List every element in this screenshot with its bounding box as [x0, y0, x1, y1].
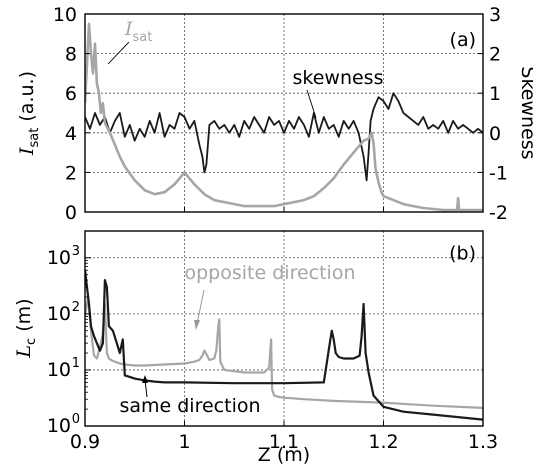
x-axis-label: Z (m): [258, 444, 310, 466]
opposite-direction-arrowhead: [194, 320, 200, 330]
panel-b-y-tick-label: 10: [47, 359, 71, 381]
panel-a-label: (a): [450, 29, 476, 51]
panel-a-y-axis-label-unit: (a.u.): [16, 71, 38, 128]
panel-b-y-axis-label-unit: (m): [13, 298, 35, 337]
isat-annotation-text: Isat: [124, 18, 152, 45]
opposite-direction-arrow-shaft: [196, 289, 205, 325]
panel-a-y-axis-label: Isat (a.u.): [16, 71, 42, 156]
panel-a-right-tick-label: -2: [489, 202, 508, 224]
panel-b-y-tick-label: 10: [47, 415, 71, 437]
panel-a-gridlines: [85, 14, 483, 212]
panel-a-right-axis-label: Skewness: [517, 66, 533, 159]
panel-b-y-axis-label-sub: c: [24, 338, 39, 345]
panel-a-ticks: 0 2 4 6 8 10 -2 -1 0 1 2 3: [53, 4, 508, 224]
panel-b-y-axis-label-main: L: [13, 345, 35, 359]
series-line-skewness: [85, 92, 483, 182]
panel-a-right-tick-label: 3: [489, 4, 501, 26]
panel-a-y-tick-label: 10: [53, 4, 77, 26]
panel-b-series: [85, 270, 483, 421]
panel-b-y-tick-exponent: 0: [72, 412, 80, 427]
panel-b-label: (b): [449, 243, 476, 265]
panel-a-right-tick-label: 2: [489, 44, 501, 66]
x-tick-label: 1.3: [468, 431, 498, 453]
x-tick-label: 1.1: [269, 431, 299, 453]
skewness-annotation-text: skewness: [293, 67, 384, 89]
series-line-same-direction: [85, 270, 483, 421]
skewness-annotation-pointer: [306, 89, 317, 119]
panel-b-y-tick-label: 10: [47, 303, 71, 325]
panel-a-y-tick-label: 2: [65, 162, 77, 184]
panel-a-y-tick-label: 0: [65, 202, 77, 224]
same-direction-annotation: same direction: [119, 375, 261, 417]
panel-a-series: [85, 22, 483, 212]
panel-b-gridlines: [85, 231, 483, 426]
x-tick-label: 0.9: [70, 431, 100, 453]
panel-a-right-tick-label: 1: [489, 83, 501, 105]
isat-annotation: Isat: [107, 18, 152, 65]
panel-a-y-tick-label: 6: [65, 83, 77, 105]
isat-annotation-sub: sat: [133, 30, 153, 45]
isat-annotation-main: I: [124, 18, 133, 40]
panel-a-y-axis-label-sub: sat: [27, 128, 42, 148]
panel-a-y-axis-label-main: I: [16, 147, 38, 156]
panel-b-y-tick-exponent: 2: [72, 300, 80, 315]
x-tick-label: 1: [178, 431, 190, 453]
series-line-opposite-direction: [85, 295, 483, 409]
opposite-direction-annotation-text: opposite direction: [185, 262, 356, 284]
panel-a-y-tick-label: 4: [65, 123, 77, 145]
panel-b-y-tick-exponent: 1: [72, 356, 80, 371]
panel-a: 0 2 4 6 8 10 -2 -1 0 1 2 3 (a) Isat (a.u.) Skewness…: [16, 4, 533, 224]
same-direction-annotation-text: same direction: [119, 395, 260, 417]
opposite-direction-annotation: opposite direction: [185, 262, 356, 330]
panel-a-right-tick-label: -1: [489, 162, 508, 184]
panel-b-y-tick-label: 10: [47, 247, 71, 269]
same-direction-arrowhead: [142, 375, 148, 383]
panel-a-right-tick-label: 0: [489, 123, 501, 145]
x-tick-label: 1.2: [368, 431, 398, 453]
panel-b-y-axis-label: Lc (m): [13, 298, 39, 358]
panel-a-y-tick-label: 8: [65, 44, 77, 66]
panel-b-y-tick-exponent: 3: [72, 244, 80, 259]
skewness-annotation: skewness: [293, 67, 384, 119]
isat-annotation-pointer: [107, 41, 130, 65]
series-line-I-sat: [85, 22, 483, 212]
